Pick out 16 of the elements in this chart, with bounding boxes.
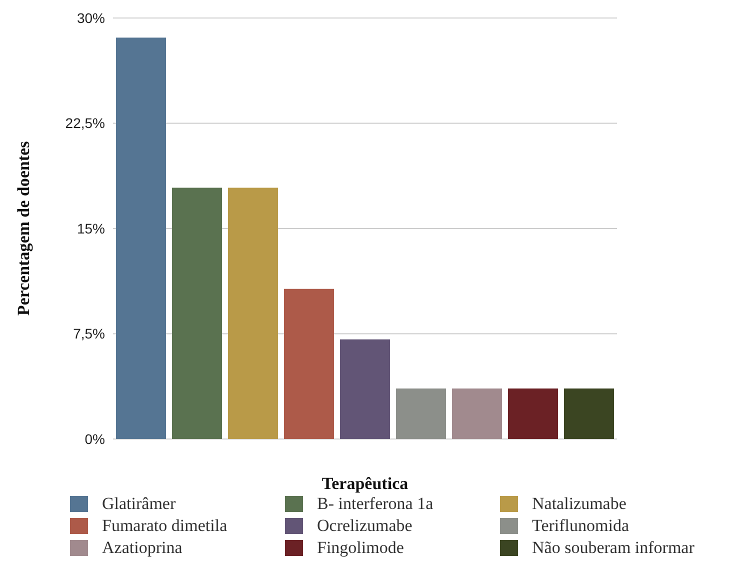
y-axis-title: Percentagem de doentes (14, 140, 34, 316)
legend-label: Natalizumabe (532, 494, 626, 514)
legend-label: Teriflunomida (532, 516, 630, 536)
legend-label: Não souberam informar (532, 538, 694, 558)
y-tick-label: 0% (84, 430, 105, 447)
legend-label: Fingolimode (317, 538, 404, 558)
x-axis-title: Terapêutica (322, 474, 409, 493)
legend-label: B- interferona 1a (317, 494, 434, 514)
legend-label: Ocrelizumabe (317, 516, 412, 536)
legend-label: Glatirâmer (102, 494, 176, 514)
legend-label: Azatioprina (102, 538, 182, 558)
y-tick-label: 22,5% (65, 115, 105, 132)
y-tick-label: 7,5% (73, 326, 105, 342)
y-tick-label: 15% (76, 220, 105, 236)
legend-label: Fumarato dimetila (102, 516, 228, 536)
y-tick-label: 30% (76, 10, 105, 26)
